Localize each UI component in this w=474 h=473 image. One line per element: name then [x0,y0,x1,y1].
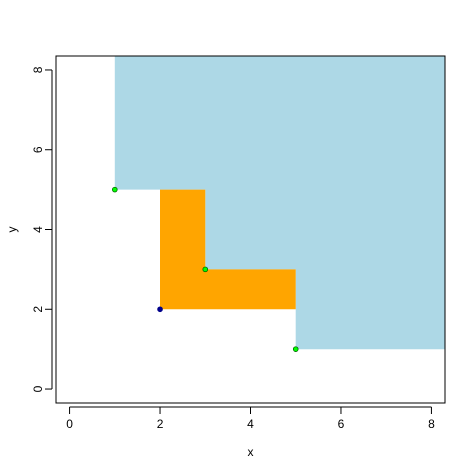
x-tick-label-0: 0 [66,417,73,431]
region-0 [114,56,446,350]
axes-layer: 0 2 4 6 8 0 2 4 6 8 [31,66,435,431]
plot-box [55,55,446,404]
region-1 [160,189,296,310]
y-tick-label-3: 6 [31,146,45,153]
y-tick-label-0: 0 [31,385,45,392]
regions-layer [114,56,446,350]
y-tick-label-4: 8 [31,66,45,73]
point-0 [112,186,118,193]
x-tick-label-2: 4 [247,417,254,431]
point-2 [292,346,299,352]
x-tick-label-1: 2 [157,417,164,431]
y-axis-title: y [5,227,19,233]
point-1 [202,266,209,273]
y-tick-label-2: 4 [31,226,45,233]
x-axis-title: x [248,445,254,459]
x-tick-label-3: 6 [338,417,345,431]
x-tick-label-4: 8 [428,417,435,431]
y-tick-label-1: 2 [31,306,45,313]
points-layer [112,186,299,352]
point-3 [157,306,163,313]
